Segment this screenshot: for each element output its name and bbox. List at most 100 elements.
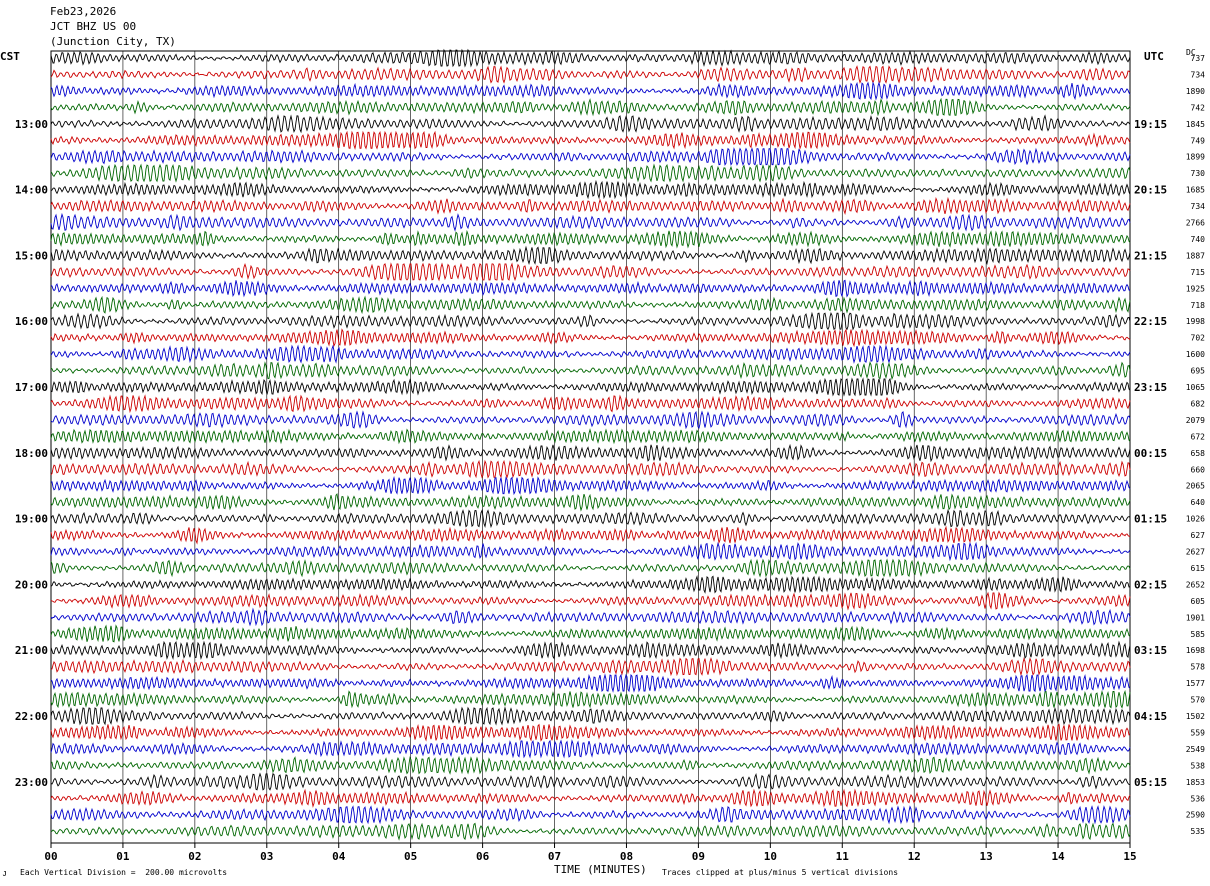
seismic-trace <box>50 410 1131 430</box>
right-hour-label: 02:15 <box>1134 578 1167 591</box>
x-tick-label: 01 <box>116 850 130 863</box>
dc-offset-label: 734 <box>1191 70 1206 79</box>
right-hour-label: 23:15 <box>1134 381 1167 394</box>
dc-offset-label: 1853 <box>1186 778 1205 787</box>
x-tick-label: 03 <box>260 850 273 863</box>
seismic-trace <box>50 328 1131 348</box>
seismic-trace <box>50 493 1131 512</box>
right-hour-label: 05:15 <box>1134 776 1167 789</box>
seismic-trace <box>50 706 1131 726</box>
right-timezone-label: UTC <box>1144 50 1164 63</box>
right-hour-label: 01:15 <box>1134 513 1167 526</box>
left-hour-label: 13:00 <box>15 118 48 131</box>
dc-offset-label: 749 <box>1191 136 1206 145</box>
dc-offset-label: 570 <box>1191 696 1206 705</box>
x-axis-title: TIME (MINUTES) <box>554 863 647 876</box>
right-hour-label: 21:15 <box>1134 249 1167 262</box>
x-tick-label: 09 <box>692 850 705 863</box>
seismic-trace <box>50 689 1131 709</box>
right-hour-label: 03:15 <box>1134 644 1167 657</box>
dc-offset-label: 1685 <box>1186 186 1205 195</box>
dc-offset-label: 672 <box>1191 432 1206 441</box>
left-hour-label: 19:00 <box>15 513 48 526</box>
mini-icon: ᴊ <box>2 869 8 879</box>
dc-label: DC <box>1186 48 1196 57</box>
seismic-trace <box>50 739 1131 759</box>
dc-offset-label: 737 <box>1191 54 1206 63</box>
seismic-trace <box>50 295 1131 315</box>
left-hour-label: 21:00 <box>15 644 48 657</box>
left-hour-label: 23:00 <box>15 776 48 789</box>
left-hour-label: 16:00 <box>15 315 48 328</box>
dc-offset-label: 535 <box>1191 827 1206 836</box>
left-hour-label: 22:00 <box>15 710 48 723</box>
left-hour-label: 20:00 <box>15 578 48 591</box>
x-tick-label: 07 <box>548 850 561 863</box>
dc-offset-label: 615 <box>1191 564 1206 573</box>
seismic-trace <box>50 640 1131 660</box>
plot-grid <box>50 50 1131 848</box>
seismic-trace <box>50 311 1131 331</box>
dc-offset-label: 1899 <box>1186 153 1205 162</box>
dc-offset-label: 536 <box>1191 794 1206 803</box>
seismic-trace <box>50 163 1131 183</box>
seismic-trace <box>50 97 1131 117</box>
dc-offset-label: 1502 <box>1186 712 1205 721</box>
seismic-trace <box>50 428 1131 445</box>
seismic-trace <box>50 114 1131 134</box>
footer-scale-note: Each Vertical Division = 200.00 microvol… <box>20 868 228 877</box>
seismic-trace <box>50 147 1131 167</box>
seismic-trace <box>50 574 1131 594</box>
dc-offset-label: 2590 <box>1186 811 1205 820</box>
dc-offset-label: 578 <box>1191 663 1206 672</box>
seismic-trace <box>50 179 1131 200</box>
seismic-trace <box>50 755 1131 775</box>
dc-offset-label: 1698 <box>1186 646 1205 655</box>
footer-clip-note: Traces clipped at plus/minus 5 vertical … <box>662 868 899 877</box>
seismic-trace <box>50 525 1131 545</box>
dc-offset-label: 2652 <box>1186 580 1205 589</box>
dc-offset-label: 695 <box>1191 367 1206 376</box>
seismic-trace <box>50 196 1131 215</box>
dc-offset-label: 682 <box>1191 399 1206 408</box>
dc-offset-label: 702 <box>1191 334 1206 343</box>
seismic-trace <box>50 377 1131 397</box>
dc-offset-label: 1065 <box>1186 383 1205 392</box>
dc-offset-label: 2627 <box>1186 548 1205 557</box>
dc-offset-label: 660 <box>1191 465 1206 474</box>
x-tick-label: 02 <box>188 850 201 863</box>
seismic-trace <box>50 723 1131 742</box>
seismic-trace <box>50 229 1131 249</box>
seismic-trace <box>50 344 1131 364</box>
seismic-trace <box>50 65 1131 84</box>
dc-offset-label: 1901 <box>1186 613 1205 622</box>
dc-offset-label: 1577 <box>1186 679 1205 688</box>
seismic-trace <box>50 279 1131 298</box>
x-tick-label: 12 <box>908 850 921 863</box>
dc-offset-label: 2079 <box>1186 416 1205 425</box>
right-hour-label: 04:15 <box>1134 710 1167 723</box>
label-group: 00 01 02 03 04 05 06 07 08 09 10 11 12 13 14 15 737 734 18… <box>15 54 1205 863</box>
right-hour-label: 20:15 <box>1134 184 1167 197</box>
dc-offset-label: 715 <box>1191 268 1206 277</box>
trace-group <box>50 48 1131 841</box>
x-tick-label: 05 <box>404 850 417 863</box>
dc-offset-label: 740 <box>1191 235 1206 244</box>
x-tick-label: 00 <box>44 850 57 863</box>
seismic-trace <box>50 262 1131 282</box>
seismic-trace <box>50 673 1131 693</box>
seismic-trace <box>50 805 1131 825</box>
seismic-trace <box>50 130 1131 151</box>
x-tick-label: 04 <box>332 850 346 863</box>
dc-offset-label: 1600 <box>1186 350 1205 359</box>
header-location: (Junction City, TX) <box>50 35 176 48</box>
dc-offset-label: 559 <box>1191 728 1206 737</box>
dc-offset-label: 1845 <box>1186 120 1205 129</box>
dc-offset-label: 640 <box>1191 498 1206 507</box>
x-tick-label: 14 <box>1051 850 1065 863</box>
seismic-trace <box>50 443 1131 463</box>
dc-offset-label: 1998 <box>1186 317 1205 326</box>
x-tick-label: 15 <box>1123 850 1136 863</box>
left-hour-label: 18:00 <box>15 447 48 460</box>
